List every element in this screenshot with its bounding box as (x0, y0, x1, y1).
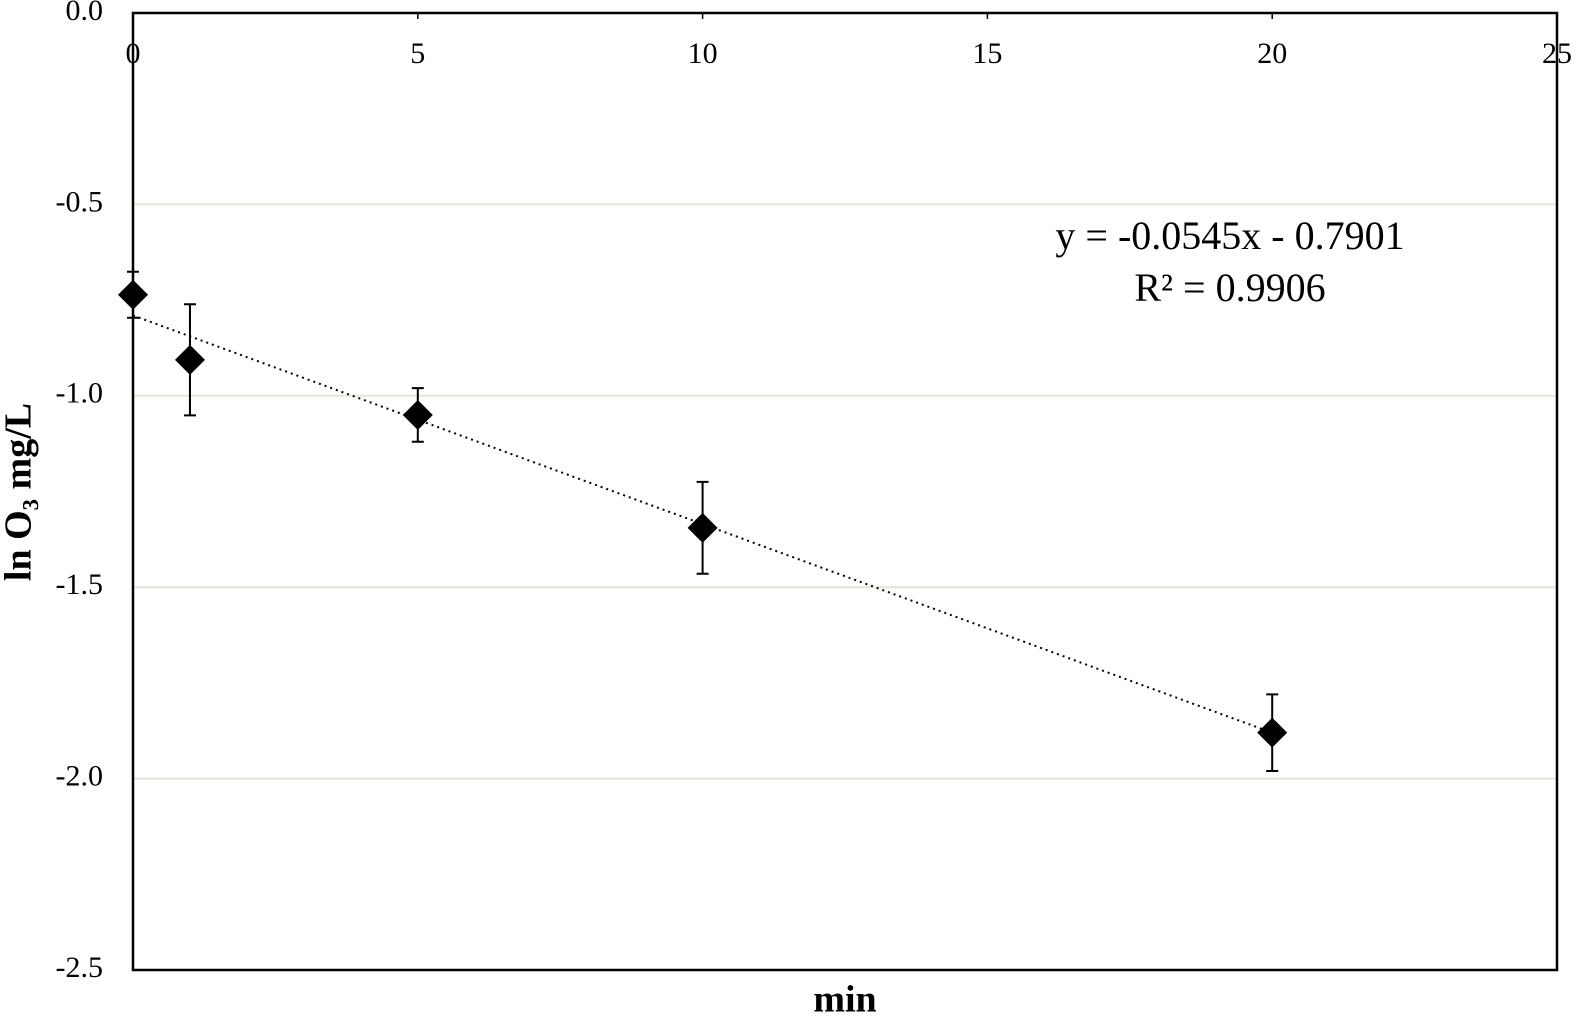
x-tick-label: 5 (410, 37, 425, 70)
data-point (118, 279, 148, 310)
y-axis-title: ln O₃ mg/L (0, 403, 40, 581)
data-point (687, 512, 718, 543)
y-tick-label: -1.0 (56, 377, 104, 410)
plot-border (131, 11, 1559, 972)
y-tick-label: -0.5 (56, 185, 104, 218)
x-tick-label: 10 (688, 37, 718, 70)
x-tick-label: 20 (1257, 37, 1287, 70)
data-point (402, 399, 433, 430)
x-axis-title: min (813, 979, 876, 1021)
trend-r2: R² = 0.9906 (1134, 265, 1325, 310)
y-tick-label: -1.5 (56, 568, 104, 601)
y-tick-label: -2.0 (56, 759, 104, 792)
y-tick-label: 0.0 (66, 0, 104, 27)
y-tick-label: -2.5 (56, 951, 104, 984)
data-point (1257, 717, 1288, 748)
data-point (174, 344, 205, 375)
trend-equation: y = -0.0545x - 0.7901 (1055, 213, 1404, 258)
x-tick-label: 15 (972, 37, 1002, 70)
